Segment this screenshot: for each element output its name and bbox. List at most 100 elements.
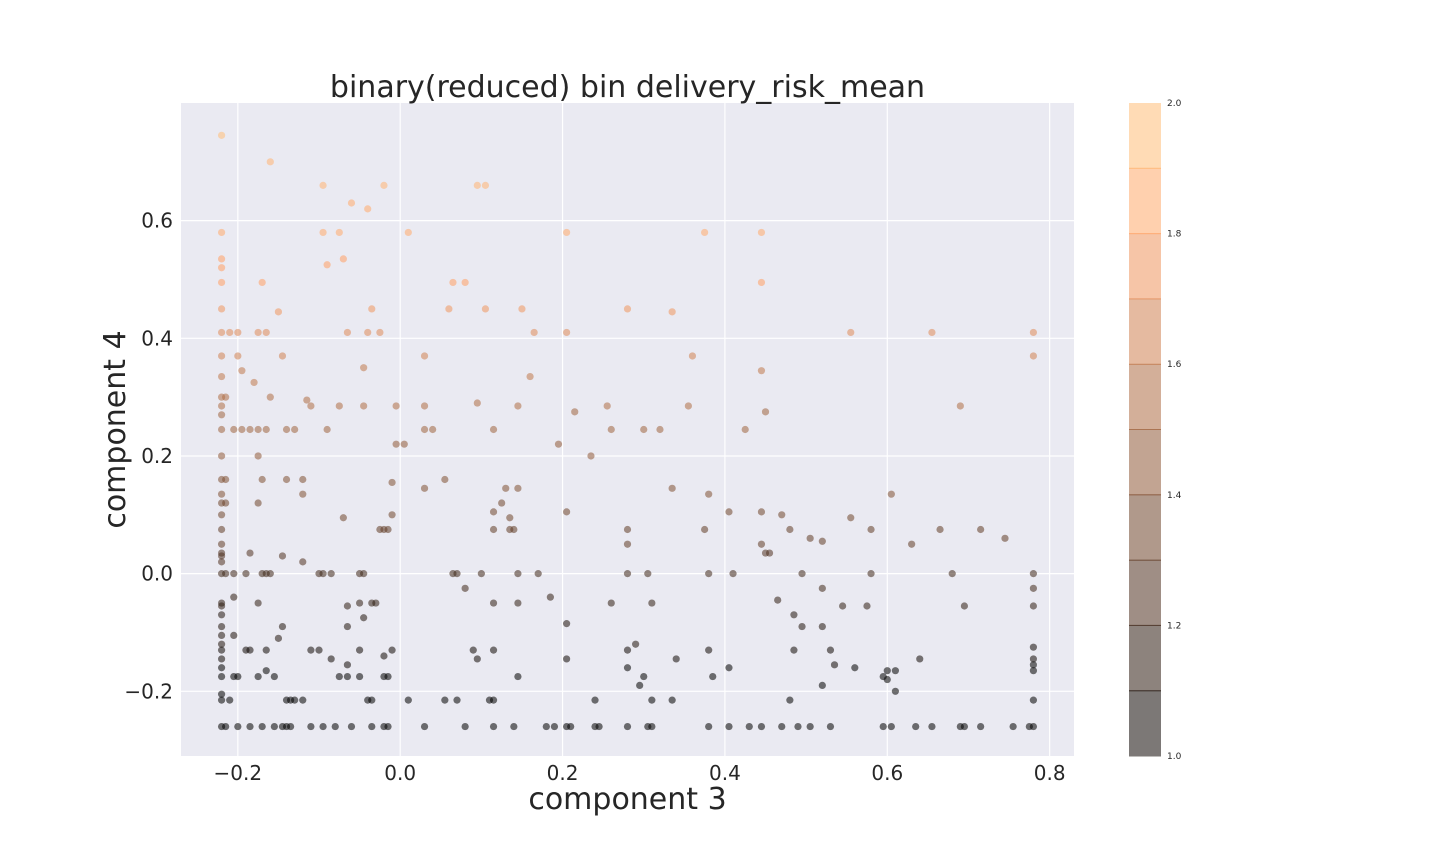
data-point	[867, 525, 875, 534]
data-point	[217, 264, 226, 272]
data-point	[217, 631, 226, 640]
data-point	[278, 622, 287, 631]
x-axis-label: component 3	[528, 782, 726, 817]
plot-area	[181, 103, 1074, 756]
data-point	[230, 631, 238, 640]
data-point	[217, 552, 226, 560]
data-point	[891, 667, 900, 675]
x-tick-label: 0.2	[547, 761, 579, 785]
data-point	[774, 596, 782, 604]
colorbar-tick-label: 1.0	[1167, 752, 1182, 762]
data-point	[806, 722, 814, 731]
data-point	[709, 672, 717, 681]
data-point	[960, 602, 969, 610]
data-point	[404, 228, 412, 237]
data-point	[794, 722, 802, 731]
data-point	[477, 570, 485, 578]
data-point	[648, 599, 656, 607]
data-point	[217, 696, 226, 704]
data-point	[761, 408, 770, 416]
data-point	[441, 696, 449, 704]
data-point	[384, 525, 392, 534]
data-point	[262, 646, 270, 654]
data-point	[299, 696, 307, 704]
data-point	[217, 131, 226, 139]
data-point	[420, 722, 429, 731]
data-point	[891, 687, 900, 695]
data-point	[258, 722, 266, 731]
data-point	[948, 570, 956, 578]
data-point	[429, 425, 437, 434]
data-point	[757, 540, 766, 548]
data-point	[729, 570, 737, 578]
data-point	[640, 672, 648, 681]
data-point	[806, 534, 814, 542]
data-point	[591, 696, 599, 704]
data-point	[234, 328, 242, 337]
data-point	[757, 228, 766, 237]
data-point	[323, 425, 331, 434]
data-point	[725, 508, 733, 516]
data-point	[217, 352, 226, 360]
data-point	[343, 328, 352, 337]
y-tick-label: 0.2	[141, 444, 173, 468]
data-point	[226, 696, 234, 704]
data-point	[250, 378, 258, 387]
data-points	[217, 131, 1038, 731]
data-point	[315, 646, 323, 654]
data-point	[563, 228, 571, 237]
data-point	[790, 646, 798, 654]
data-point	[684, 402, 692, 410]
colorbar-band	[1129, 494, 1161, 561]
y-tick-label: 0.6	[141, 209, 173, 233]
data-point	[222, 722, 230, 731]
data-point	[847, 328, 855, 337]
data-point	[461, 584, 469, 592]
data-point	[847, 514, 855, 522]
data-point	[217, 602, 226, 610]
data-point	[956, 402, 964, 410]
colorbar-band	[1129, 103, 1161, 169]
data-point	[453, 570, 461, 578]
colorbar-tick-label: 1.6	[1167, 360, 1182, 370]
data-point	[1029, 661, 1038, 669]
data-point	[514, 672, 522, 681]
data-point	[818, 584, 826, 592]
data-point	[489, 525, 498, 534]
y-tick-label: 0.0	[141, 562, 173, 586]
colorbar-band	[1129, 298, 1161, 365]
data-point	[928, 328, 936, 337]
data-point	[839, 602, 847, 610]
data-point	[1029, 602, 1038, 610]
data-point	[388, 646, 396, 654]
data-point	[640, 425, 648, 434]
data-point	[217, 278, 226, 287]
data-point	[908, 540, 916, 548]
data-point	[526, 372, 534, 381]
data-point	[757, 508, 766, 516]
data-point	[778, 511, 786, 519]
x-tick-label: 0.6	[871, 761, 903, 785]
data-point	[1009, 722, 1017, 731]
data-point	[278, 552, 287, 560]
chart-title: binary(reduced) bin delivery_risk_mean	[330, 70, 925, 105]
data-point	[356, 672, 364, 681]
data-point	[489, 508, 498, 516]
data-point	[1029, 667, 1038, 675]
data-point	[360, 570, 368, 578]
data-point	[883, 667, 891, 675]
data-point	[420, 484, 429, 492]
data-point	[217, 411, 226, 419]
data-point	[595, 722, 603, 731]
data-point	[278, 352, 287, 360]
data-point	[347, 722, 356, 731]
data-point	[554, 440, 563, 448]
data-point	[648, 722, 656, 731]
data-point	[262, 667, 270, 675]
data-point	[400, 440, 408, 448]
data-point	[254, 425, 262, 434]
data-point	[360, 364, 368, 372]
data-point	[368, 305, 376, 313]
data-point	[489, 599, 498, 607]
data-point	[481, 181, 490, 189]
